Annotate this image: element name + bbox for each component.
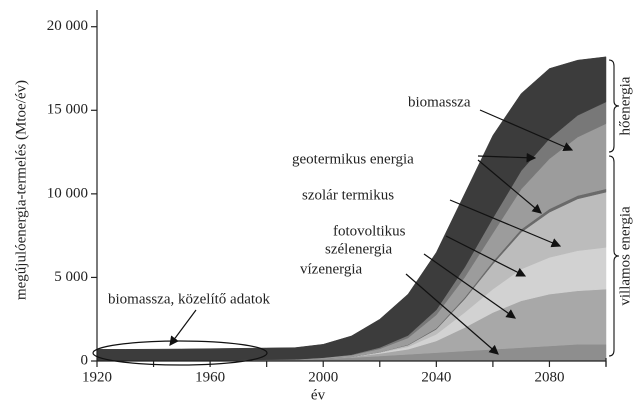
group-label: villamos energia (617, 206, 633, 306)
annotation-arrow (449, 199, 562, 248)
annotation-arrow (479, 109, 574, 152)
group-bracket (608, 59, 620, 153)
x-axis-label: év (311, 387, 326, 403)
annotation-arrow (477, 152, 537, 163)
y-tick-label: 5 000 (54, 269, 88, 285)
annotation-arrow (405, 273, 499, 355)
annotation-arrow (445, 235, 527, 277)
x-tick-label: 2000 (308, 369, 338, 385)
annotation: szélenergia (325, 241, 393, 257)
highlight-ellipse (92, 340, 268, 366)
annotation-arrow (477, 159, 542, 214)
y-tick-label: 10 000 (47, 185, 88, 201)
annotation: geotermikus energia (292, 151, 414, 167)
y-tick-label: 15 000 (47, 102, 88, 118)
annotation: biomassza, közelítő adatok (108, 291, 271, 307)
annotation: vízenergia (300, 261, 363, 277)
y-axis-label: megújulóenergia-termelés (Mtoe/év) (13, 80, 29, 300)
y-tick-label: 0 (81, 352, 89, 368)
x-tick-label: 1960 (195, 369, 225, 385)
areas (96, 56, 607, 362)
annotation-arrow (423, 253, 516, 319)
annotation: fotovoltikus (333, 223, 406, 239)
area (96, 56, 607, 362)
x-tick-label: 1920 (82, 369, 112, 385)
annotation: szolár termikus (302, 187, 394, 203)
annotation: biomassza (408, 94, 471, 110)
x-tick-label: 2080 (534, 369, 564, 385)
group-bracket (608, 155, 620, 357)
x-tick-label: 2040 (421, 369, 451, 385)
group-label: hőenergia (617, 76, 633, 135)
y-tick-label: 20 000 (47, 18, 88, 34)
annotation-arrow (169, 309, 197, 346)
